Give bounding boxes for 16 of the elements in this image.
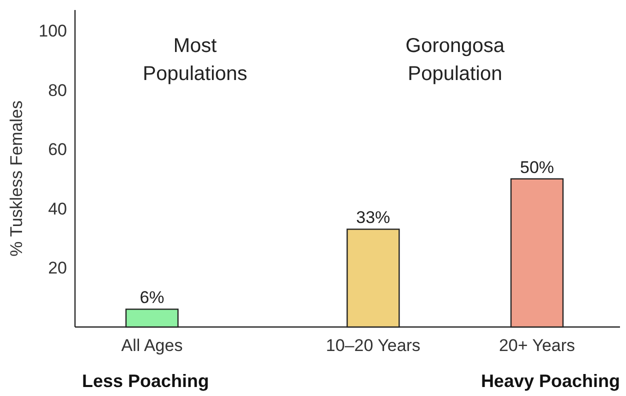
data-label: 6% [140,288,164,308]
x-tick-label: 20+ Years [498,336,576,355]
y-axis-title: % Tuskless Females [7,100,26,256]
y-tick-label: 100 [38,22,67,41]
y-tick-label: 40 [48,199,67,218]
data-label: 50% [520,158,554,177]
y-tick-label: 20 [48,258,67,278]
annotation: Most Populations [142,35,248,85]
y-tick-label: 60 [48,140,67,160]
x-tick-label: 10–20 Years [326,336,420,355]
annotation: Gorongosa Population [406,35,506,85]
y-tick-label: 80 [48,80,67,100]
text: Less Poaching [82,371,210,391]
x-tick-label: All Ages [121,336,183,355]
data-label: 33% [356,208,390,228]
text: Heavy Poaching [480,371,620,391]
